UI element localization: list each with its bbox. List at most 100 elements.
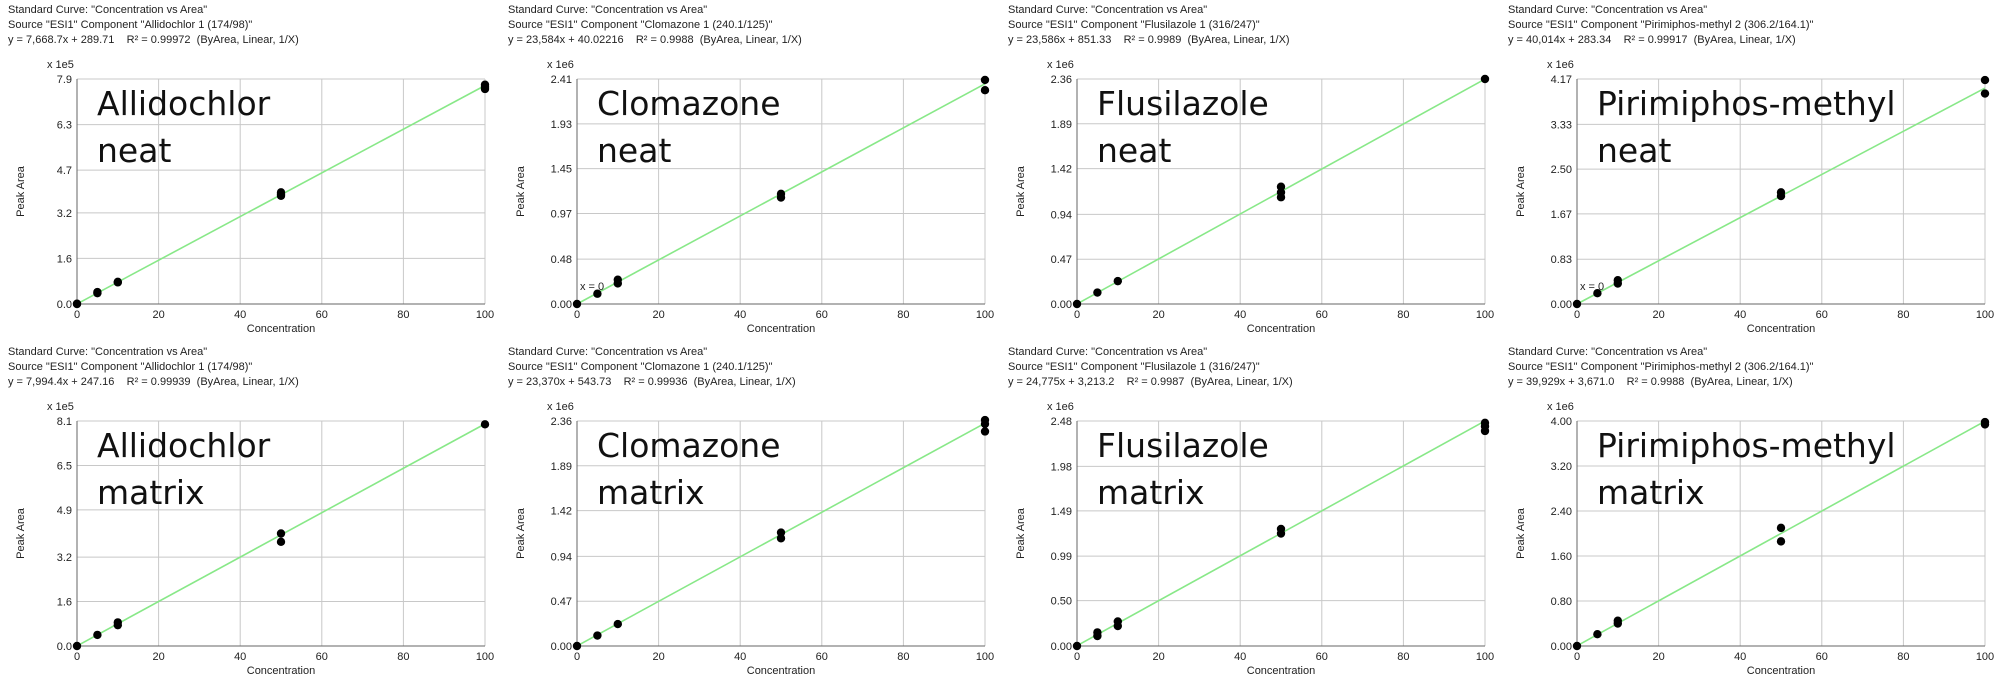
- chart-header-line: Source "ESI1" Component "Clomazone 1 (24…: [508, 19, 773, 31]
- y-axis-title: Peak Area: [15, 507, 27, 559]
- chart-panel: Standard Curve: "Concentration vs Area" S…: [1008, 346, 1494, 677]
- data-point: [593, 289, 602, 298]
- data-point: [776, 189, 786, 199]
- y-axis-title: Peak Area: [515, 507, 527, 559]
- x-tick-label: 20: [152, 651, 164, 663]
- x-tick-label: 0: [1574, 651, 1580, 663]
- data-point: [1072, 299, 1082, 309]
- chart-header-line: Source "ESI1" Component "Pirimiphos-meth…: [1508, 361, 1814, 373]
- sample-annotation: matrix: [1597, 473, 1705, 512]
- data-point: [572, 299, 582, 309]
- data-point: [113, 618, 123, 627]
- data-point: [1480, 74, 1490, 84]
- x-tick-label: 80: [1397, 651, 1409, 663]
- x-tick-label: 20: [1152, 309, 1164, 321]
- y-tick-label: 7.9: [57, 74, 72, 86]
- y-tick-label: 0.50: [1051, 596, 1072, 608]
- y-tick-label: 3.2: [57, 552, 72, 564]
- x-tick-label: 80: [1897, 651, 1909, 663]
- y-tick-label: 0.00: [551, 641, 572, 653]
- x-tick-label: 100: [476, 651, 494, 663]
- data-point: [593, 631, 602, 640]
- x-tick-label: 40: [734, 651, 746, 663]
- y-tick-label: 0.00: [1551, 299, 1572, 311]
- x-tick-label: 20: [652, 309, 664, 321]
- data-point: [93, 287, 102, 297]
- x-axis-title: Concentration: [1247, 323, 1316, 335]
- chart-header-line: y = 39,929x + 3,671.0 R² = 0.9988 (ByAre…: [1508, 376, 1793, 388]
- x-tick-label: 40: [1234, 309, 1246, 321]
- data-point: [572, 641, 582, 651]
- x-tick-label: 20: [152, 309, 164, 321]
- data-point: [1593, 289, 1602, 298]
- chart-header-line: Standard Curve: "Concentration vs Area": [1008, 4, 1207, 16]
- x-tick-label: 20: [1652, 651, 1664, 663]
- y-axis-title: Peak Area: [1015, 507, 1027, 559]
- chart-panel: Standard Curve: "Concentration vs Area" S…: [508, 4, 994, 335]
- data-point: [613, 275, 622, 284]
- data-point: [1593, 629, 1602, 639]
- y-tick-label: 0.47: [1051, 254, 1072, 266]
- y-scale-label: x 1e6: [1547, 59, 1574, 71]
- y-tick-label: 3.2: [57, 208, 72, 220]
- data-point: [72, 641, 82, 651]
- x-tick-label: 60: [316, 309, 328, 321]
- data-point: [1776, 537, 1786, 546]
- data-point: [1613, 276, 1623, 285]
- chart-header-line: y = 7,668.7x + 289.71 R² = 0.99972 (ByAr…: [8, 34, 299, 46]
- y-tick-label: 1.6: [57, 597, 72, 609]
- y-tick-label: 2.36: [551, 416, 572, 428]
- y-tick-label: 1.49: [1051, 506, 1072, 518]
- chart-header-line: y = 40,014x + 283.34 R² = 0.99917 (ByAre…: [1508, 34, 1796, 46]
- data-point: [1113, 617, 1123, 626]
- data-point: [1572, 299, 1582, 309]
- data-point: [980, 75, 990, 85]
- x-tick-label: 40: [1234, 651, 1246, 663]
- y-tick-label: 3.20: [1551, 461, 1572, 473]
- x-tick-label: 80: [897, 309, 909, 321]
- data-point: [1980, 75, 1990, 85]
- y-tick-label: 0.99: [1051, 551, 1072, 563]
- y-tick-label: 4.7: [57, 165, 72, 177]
- data-point: [276, 529, 286, 538]
- y-scale-label: x 1e6: [1547, 401, 1574, 413]
- x-tick-label: 40: [234, 309, 246, 321]
- data-point: [276, 537, 286, 547]
- data-point: [613, 619, 622, 629]
- chart-header-line: y = 23,584x + 40.02216 R² = 0.9988 (ByAr…: [508, 34, 802, 46]
- sample-annotation: Flusilazole: [1097, 426, 1269, 465]
- data-point: [1093, 288, 1102, 297]
- x-tick-label: 80: [897, 651, 909, 663]
- x-tick-label: 80: [1897, 309, 1909, 321]
- y-scale-label: x 1e5: [47, 401, 74, 413]
- y-scale-label: x 1e6: [547, 401, 574, 413]
- y-tick-label: 0.0: [57, 641, 72, 653]
- x-tick-label: 0: [74, 309, 80, 321]
- x-tick-label: 60: [1816, 309, 1828, 321]
- y-tick-label: 3.33: [1551, 119, 1572, 131]
- x-tick-label: 20: [1652, 309, 1664, 321]
- sample-annotation: Allidochlor: [97, 426, 271, 465]
- y-tick-label: 1.98: [1051, 461, 1072, 473]
- x-tick-label: 0: [74, 651, 80, 663]
- data-point: [980, 86, 990, 95]
- fit-line: [1576, 420, 1986, 647]
- chart-panel: Standard Curve: "Concentration vs Area" S…: [1008, 4, 1494, 335]
- data-point: [1980, 89, 1990, 98]
- chart-header-line: Standard Curve: "Concentration vs Area": [508, 4, 707, 16]
- chart-header-line: y = 23,370x + 543.73 R² = 0.99936 (ByAre…: [508, 376, 796, 388]
- data-point: [1072, 641, 1082, 651]
- x-tick-label: 60: [816, 309, 828, 321]
- sample-annotation: Pirimiphos-methyl: [1597, 426, 1896, 465]
- chart-header-line: y = 24,775x + 3,213.2 R² = 0.9987 (ByAre…: [1008, 376, 1293, 388]
- y-tick-label: 0.00: [1051, 641, 1072, 653]
- y-axis-title: Peak Area: [515, 165, 527, 217]
- y-tick-label: 1.42: [1051, 164, 1072, 176]
- chart-header-line: Source "ESI1" Component "Flusilazole 1 (…: [1008, 19, 1260, 31]
- x-tick-label: 100: [1476, 309, 1494, 321]
- y-tick-label: 1.89: [1051, 119, 1072, 131]
- x-tick-label: 60: [316, 651, 328, 663]
- x-tick-label: 40: [1734, 651, 1746, 663]
